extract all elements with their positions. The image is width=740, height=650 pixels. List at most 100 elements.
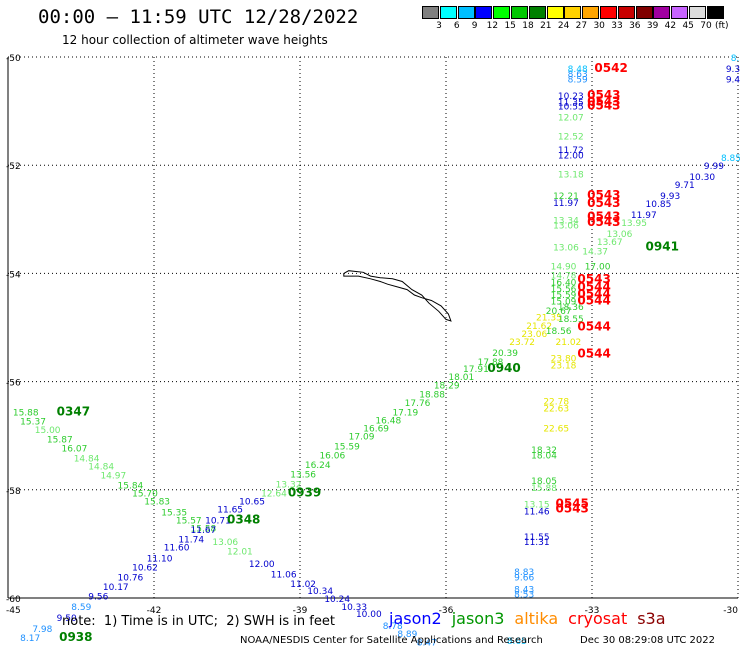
wave-height-value: 18.56 [546, 327, 572, 337]
wave-height-value: 10.24 [324, 595, 350, 605]
wave-height-value: 23.06 [521, 330, 547, 340]
axis-tick-labels: -45 -42 -39 -36 -33 -30 -50 -52 -54 -56 -58 -60 [6, 54, 738, 616]
wave-height-value: 12.52 [558, 132, 584, 142]
wave-height-value: 15.00 [35, 426, 61, 436]
wave-height-value: 15.59 [334, 442, 360, 452]
wave-height-value: 17.88 [478, 358, 504, 368]
legend-label: 33 [611, 21, 623, 31]
pass-time-label: 0347 [57, 404, 90, 418]
wave-height-value: 16.07 [62, 445, 88, 455]
wave-height-value: 10.23 [558, 92, 584, 102]
pass-time-label: 0348 [227, 513, 260, 527]
wave-height-value: 15.87 [47, 435, 73, 445]
pass-time-label: 0543 [587, 215, 620, 229]
wave-height-value: 9.66 [514, 573, 534, 583]
pass-time-label: 0544 [577, 293, 610, 307]
pass-time-label: 0543 [577, 272, 610, 286]
wave-height-value: 15.57 [176, 517, 202, 527]
credit-line: NOAA/NESDIS Center for Satellite Applica… [240, 635, 543, 646]
y-tick-label: -54 [6, 270, 21, 280]
wave-height-value: 16.06 [319, 452, 345, 462]
wave-height-value: 13.06 [553, 222, 579, 232]
wave-height-value: 13.32 [276, 480, 302, 490]
legend-swatch [422, 6, 439, 19]
pass-time-label: 0542 [594, 61, 627, 75]
legend-label: 45 [682, 21, 694, 31]
wave-height-value: 14.90 [551, 262, 577, 272]
wave-height-value: 11.72 [558, 146, 584, 156]
wave-height-value: 13.95 [621, 219, 647, 229]
y-tick-label: -60 [6, 595, 21, 605]
legend-swatch [582, 6, 600, 19]
wave-height-value: 20.39 [492, 349, 518, 359]
legend-swatch [653, 6, 671, 19]
wave-height-value: 12.00 [558, 151, 584, 161]
y-tick-label: -52 [6, 162, 21, 172]
wave-height-value: 8.63 [568, 70, 588, 80]
pass-time-label: 0544 [577, 287, 610, 301]
wave-height-value: 15.58 [191, 525, 217, 535]
legend-label: 3 [436, 21, 442, 31]
pass-time-label: 0940 [487, 361, 520, 375]
wave-height-value: 8.53 [514, 591, 534, 601]
legend-label: 18 [522, 21, 534, 31]
wave-height-value: 10.30 [689, 173, 715, 183]
wave-height-value: 13.06 [212, 538, 238, 548]
wave-height-value: 9.93 [660, 192, 680, 202]
pass-time-label: 0939 [288, 486, 321, 500]
wave-height-value: 11.35 [558, 98, 584, 108]
legend-swatch [493, 6, 511, 19]
generated-timestamp: Dec 30 08:29:08 UTC 2022 [580, 635, 715, 646]
wave-height-value: 10.00 [356, 610, 382, 620]
legend-swatch [671, 6, 689, 19]
mission-name: jason2 [389, 609, 442, 628]
legend-swatch [564, 6, 582, 19]
wave-height-value: 10.33 [341, 603, 367, 613]
wave-height-value: 23.72 [509, 338, 535, 348]
mission-name: jason3 [451, 609, 505, 628]
wave-height-value: 11.46 [524, 507, 550, 517]
legend-unit: (ft) [715, 21, 729, 31]
legend-label: 42 [664, 21, 677, 31]
legend-label: 24 [557, 21, 570, 31]
wave-height-value: 14.84 [74, 454, 100, 464]
wave-height-value: 13.67 [597, 238, 623, 248]
wave-height-value: 9.34 [726, 65, 740, 75]
wave-height-value: 8.17 [20, 634, 40, 644]
wave-height-value: 13.06 [607, 230, 633, 240]
pass-time-label: 0543 [587, 196, 620, 210]
pass-time-label: 0543 [587, 188, 620, 202]
wave-height-value: 8.65 [507, 637, 527, 647]
legend-swatch [706, 6, 724, 19]
legend-label: 39 [646, 21, 659, 31]
legend-swatch [528, 6, 546, 19]
pass-time-label: 0938 [59, 630, 92, 644]
wave-height-value: 10.71 [205, 517, 231, 527]
wave-height-value: 17.00 [585, 262, 611, 272]
wave-height-value: 17.91 [463, 365, 489, 375]
wave-height-value: 9.48 [726, 76, 740, 86]
wave-height-value: 17.76 [405, 399, 431, 409]
wave-height-value: 20.67 [546, 307, 572, 317]
wave-height-value: 16.48 [375, 416, 401, 426]
wave-height-value: 10.17 [103, 583, 129, 593]
legend-label: 21 [540, 21, 552, 31]
wave-height-value: 22.65 [543, 425, 569, 435]
wave-height-value: 15.88 [531, 484, 557, 494]
pass-time-label: 0543 [587, 210, 620, 224]
legend-swatch [689, 6, 706, 19]
wave-height-value: 12.21 [553, 192, 579, 202]
y-tick-label: -58 [6, 487, 21, 497]
wave-height-value: 9.99 [704, 162, 724, 172]
wave-height-value: 16.24 [305, 461, 331, 471]
wave-height-value: 22.78 [543, 398, 569, 408]
wave-height-value: 23.18 [551, 361, 577, 371]
wave-height-value: 14.78 [551, 271, 577, 281]
wave-height-value: 16.69 [363, 425, 389, 435]
wave-height-value: 15.84 [118, 481, 144, 491]
legend-swatch [439, 6, 457, 19]
wave-height-value: 21.62 [526, 322, 552, 332]
wave-height-value: 18.05 [531, 477, 557, 487]
legend-label: 30 [593, 21, 605, 31]
pass-time-label: 0543 [587, 99, 620, 113]
